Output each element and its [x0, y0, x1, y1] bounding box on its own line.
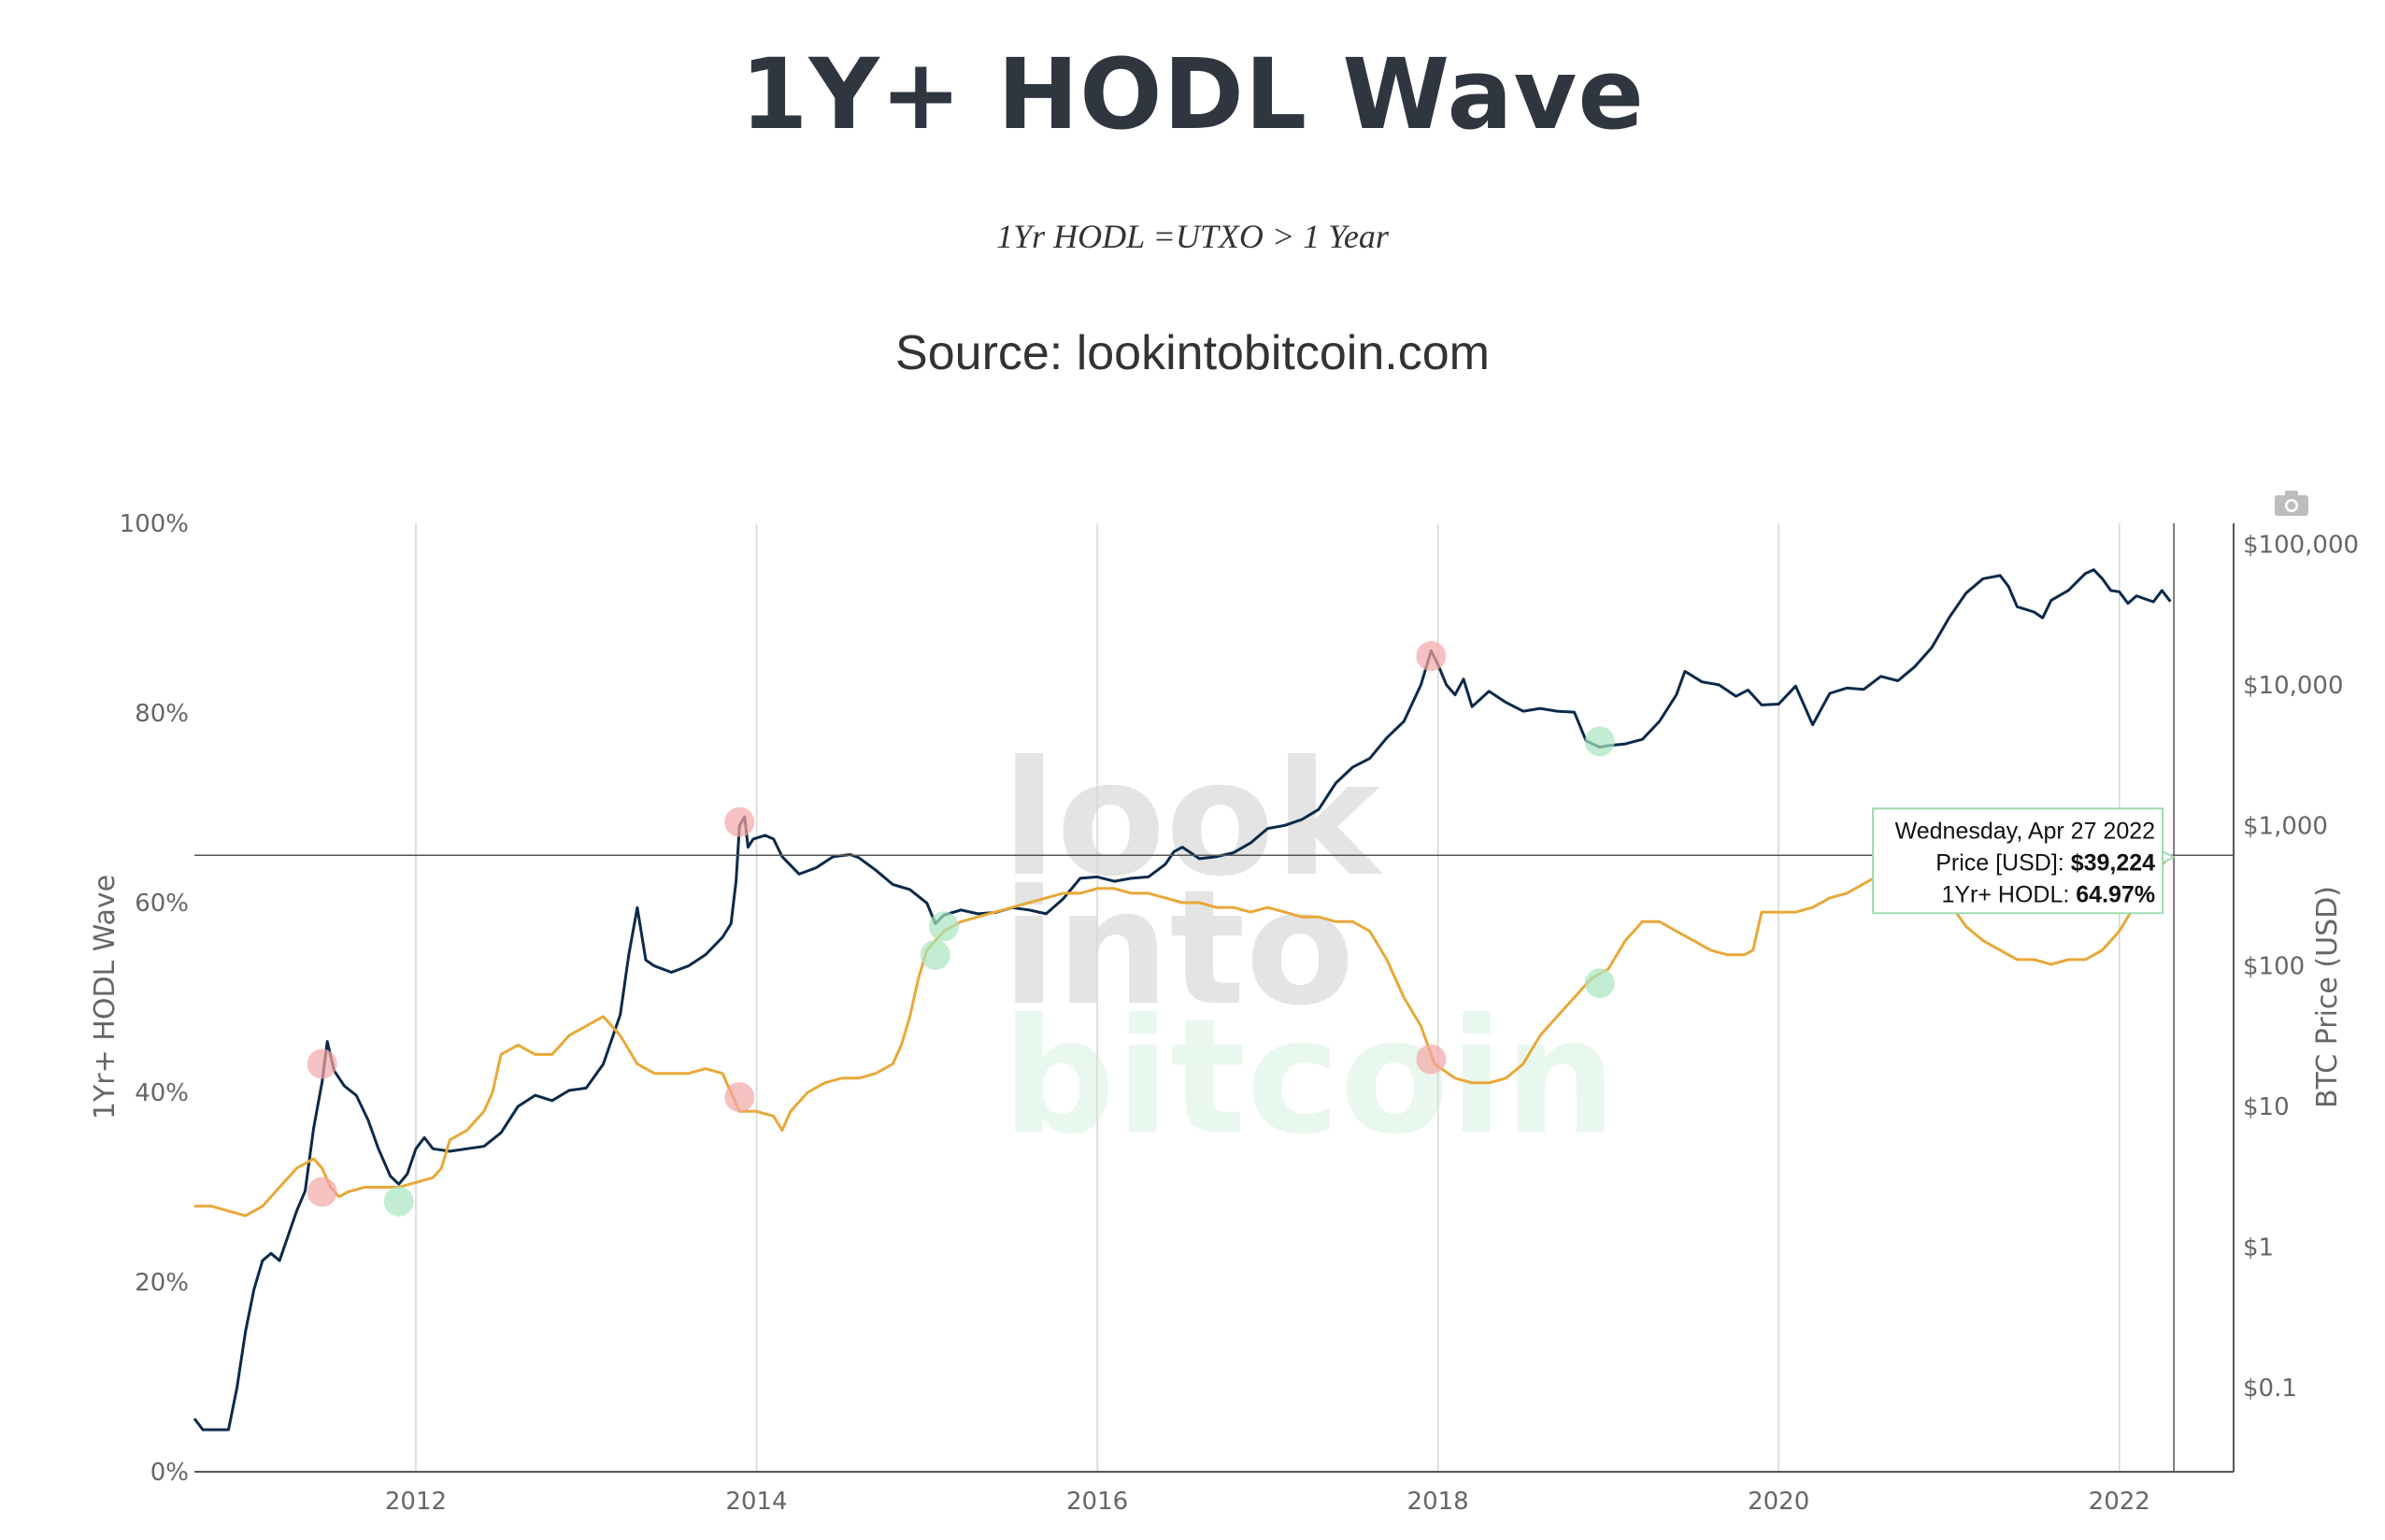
y-right-tick-label: $100	[2243, 953, 2305, 981]
top-marker	[724, 806, 755, 837]
watermark-look: look	[1002, 727, 1384, 912]
y-right-tick-label: $1	[2243, 1233, 2274, 1262]
y-right-tick-label: $10,000	[2243, 672, 2344, 700]
y-right-axis-title: BTC Price (USD)	[2311, 886, 2344, 1108]
y-left-tick-label: 0%	[150, 1459, 189, 1487]
y-right-tick-label: $1,000	[2243, 812, 2328, 840]
camera-icon[interactable]	[2273, 488, 2310, 518]
x-tick-label: 2020	[1748, 1488, 1809, 1516]
watermark: look into bitcoin	[1002, 727, 1617, 1170]
chart-title: 1Y+ HODL Wave	[740, 37, 1645, 151]
y-left-tick-label: 100%	[120, 510, 189, 538]
x-tick-label: 2018	[1407, 1488, 1469, 1516]
bottom-marker	[1584, 968, 1615, 999]
top-marker	[307, 1048, 337, 1079]
tooltip-pointer	[2162, 849, 2177, 864]
top-marker	[1416, 641, 1447, 672]
tooltip-hodl: 1Yr+ HODL: 64.97%	[1941, 881, 2155, 907]
tooltip-date: Wednesday, Apr 27 2022	[1895, 818, 2155, 844]
btc-price-line	[193, 568, 2172, 1432]
formula-subtitle: 1Yr HODL =UTXO > 1 Year	[996, 218, 1389, 255]
y-left-axis-title: 1Yr+ HODL Wave	[89, 875, 121, 1119]
watermark-into: into	[1002, 856, 1354, 1041]
x-tick-label: 2014	[725, 1488, 787, 1516]
bottom-marker	[920, 939, 950, 970]
source-subtitle: Source: lookintobitcoin.com	[895, 326, 1490, 380]
top-marker	[1416, 1044, 1447, 1075]
y-left-tick-label: 80%	[135, 700, 189, 728]
x-tick-label: 2012	[385, 1488, 447, 1516]
bottom-marker	[1584, 726, 1615, 757]
y-left-tick-label: 60%	[135, 890, 189, 918]
bottom-marker	[383, 1186, 414, 1217]
top-marker	[724, 1082, 755, 1113]
watermark-bitcoin: bitcoin	[1002, 985, 1617, 1170]
bottom-marker	[929, 911, 960, 942]
y-right-tick-label: $100,000	[2243, 532, 2359, 560]
x-tick-label: 2022	[2089, 1488, 2150, 1516]
x-tick-label: 2016	[1066, 1488, 1128, 1516]
top-marker	[307, 1176, 337, 1207]
y-left-tick-label: 40%	[135, 1079, 189, 1107]
hodl-wave-line	[194, 854, 2172, 1218]
tooltip-price: Price [USD]: $39,224	[1935, 849, 2155, 876]
y-right-tick-label: $0.1	[2243, 1375, 2297, 1403]
y-left-tick-label: 20%	[135, 1269, 189, 1297]
y-right-tick-label: $10	[2243, 1093, 2290, 1121]
